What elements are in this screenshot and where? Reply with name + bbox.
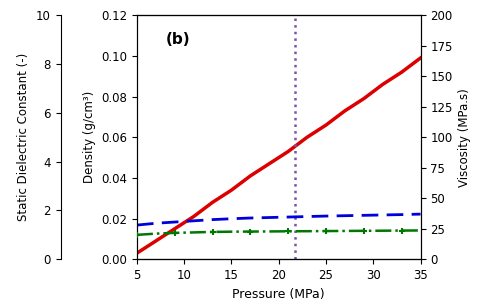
Dielectric <box>285 229 290 233</box>
Density <box>171 227 177 231</box>
Dielectric <box>360 229 366 233</box>
Line: Viscosity: Viscosity <box>137 214 420 225</box>
Density <box>134 251 140 255</box>
Line: Density: Density <box>137 58 420 253</box>
Line: Dielectric: Dielectric <box>133 227 423 238</box>
Viscosity <box>247 216 253 220</box>
Density <box>285 150 290 153</box>
Viscosity <box>153 221 159 225</box>
Dielectric <box>209 230 215 234</box>
Viscosity <box>323 214 328 218</box>
Dielectric <box>323 229 328 233</box>
Viscosity <box>171 220 177 224</box>
Density <box>209 200 215 204</box>
X-axis label: Pressure (MPa): Pressure (MPa) <box>232 288 325 300</box>
Viscosity <box>134 223 140 227</box>
Viscosity <box>266 216 272 219</box>
Dielectric <box>266 230 272 233</box>
Y-axis label: Static Dielectric Constant (-): Static Dielectric Constant (-) <box>18 53 30 221</box>
Density <box>304 135 309 139</box>
Viscosity <box>341 214 347 217</box>
Dielectric <box>341 229 347 233</box>
Density <box>360 97 366 100</box>
Text: (b): (b) <box>165 32 189 47</box>
Dielectric <box>247 230 253 233</box>
Density <box>323 123 328 127</box>
Viscosity <box>228 217 234 221</box>
Dielectric <box>228 230 234 234</box>
Density <box>379 83 385 86</box>
Dielectric <box>304 229 309 233</box>
Density <box>417 56 423 60</box>
Y-axis label: Density (g/cm³): Density (g/cm³) <box>82 91 95 183</box>
Density <box>398 70 404 74</box>
Viscosity <box>190 219 196 223</box>
Viscosity <box>285 215 290 219</box>
Viscosity <box>209 218 215 221</box>
Density <box>341 109 347 113</box>
Dielectric <box>134 233 140 237</box>
Viscosity <box>417 212 423 216</box>
Density <box>228 188 234 192</box>
Density <box>153 239 159 243</box>
Viscosity <box>379 213 385 217</box>
Density <box>190 215 196 218</box>
Y-axis label: Viscosity (MPa.s): Viscosity (MPa.s) <box>457 88 470 187</box>
Dielectric <box>417 229 423 232</box>
Dielectric <box>379 229 385 232</box>
Dielectric <box>190 231 196 234</box>
Density <box>266 162 272 166</box>
Dielectric <box>398 229 404 232</box>
Viscosity <box>304 215 309 218</box>
Dielectric <box>153 232 159 235</box>
Viscosity <box>398 213 404 217</box>
Density <box>247 174 253 178</box>
Dielectric <box>171 231 177 235</box>
Viscosity <box>360 214 366 217</box>
